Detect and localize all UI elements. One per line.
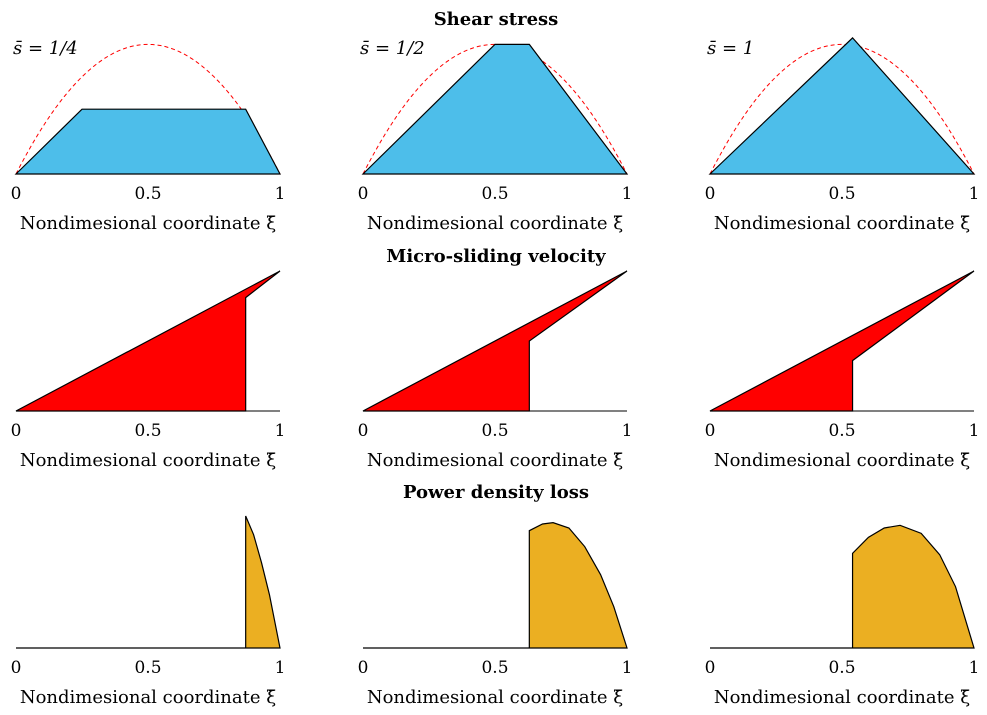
x-tick-label: 0 [705,658,716,678]
row-title-power-density-loss: Power density loss [403,482,589,503]
x-tick-label: 0 [11,421,22,441]
x-tick-label: 0.5 [828,658,855,678]
data-area [15,270,281,412]
x-tick-label: 0 [358,421,369,441]
x-tick-label: 1 [622,421,633,441]
data-area [710,524,975,649]
x-axis-label: Nondimesional coordinate ξ̄ [714,450,970,471]
x-tick-label: 0.5 [828,184,855,204]
panel-label: s̄ = 1/4 [13,38,78,59]
data-area [16,515,281,649]
x-axis-label: Nondimesional coordinate ξ̄ [367,213,623,234]
x-tick-label: 0 [705,421,716,441]
data-area [362,270,628,412]
x-tick-label: 0 [705,184,716,204]
row-title-shear-stress: Shear stress [434,9,559,30]
x-axis-label: Nondimesional coordinate ξ̄ [367,687,623,708]
x-tick-label: 0 [358,184,369,204]
x-tick-label: 0.5 [481,184,508,204]
x-tick-label: 0.5 [134,184,161,204]
x-tick-label: 1 [275,184,286,204]
x-axis-label: Nondimesional coordinate ξ̄ [20,213,276,234]
plot-grid: 0 0.5 1 Nondimesional coordinate ξ̄ s̄ = 1/4… [11,37,980,708]
envelope-curve [15,43,281,175]
x-axis-label: Nondimesional coordinate ξ̄ [714,687,970,708]
x-axis-label: Nondimesional coordinate ξ̄ [20,687,276,708]
data-area [709,270,975,412]
x-tick-label: 1 [275,658,286,678]
x-tick-label: 0 [11,184,22,204]
x-axis-label: Nondimesional coordinate ξ̄ [714,213,970,234]
x-tick-label: 1 [969,184,980,204]
x-tick-label: 0 [11,658,22,678]
x-axis-label: Nondimesional coordinate ξ̄ [367,450,623,471]
envelope-curve [362,43,628,175]
x-tick-label: 0.5 [481,658,508,678]
panel-label: s̄ = 1/2 [360,38,425,59]
panel-label: s̄ = 1 [707,38,754,59]
row-title-micro-sliding-velocity: Micro-sliding velocity [386,246,606,267]
x-tick-label: 1 [622,658,633,678]
x-tick-label: 1 [969,658,980,678]
x-tick-label: 0.5 [481,421,508,441]
data-area [363,522,628,649]
x-tick-label: 1 [622,184,633,204]
envelope-curve [709,43,975,175]
x-tick-label: 1 [969,421,980,441]
x-axis-label: Nondimesional coordinate ξ̄ [20,450,276,471]
x-tick-label: 1 [275,421,286,441]
data-area [14,108,281,175]
x-tick-label: 0.5 [828,421,855,441]
x-tick-label: 0.5 [134,658,161,678]
data-area [361,43,629,175]
x-tick-label: 0 [358,658,369,678]
x-tick-label: 0.5 [134,421,161,441]
